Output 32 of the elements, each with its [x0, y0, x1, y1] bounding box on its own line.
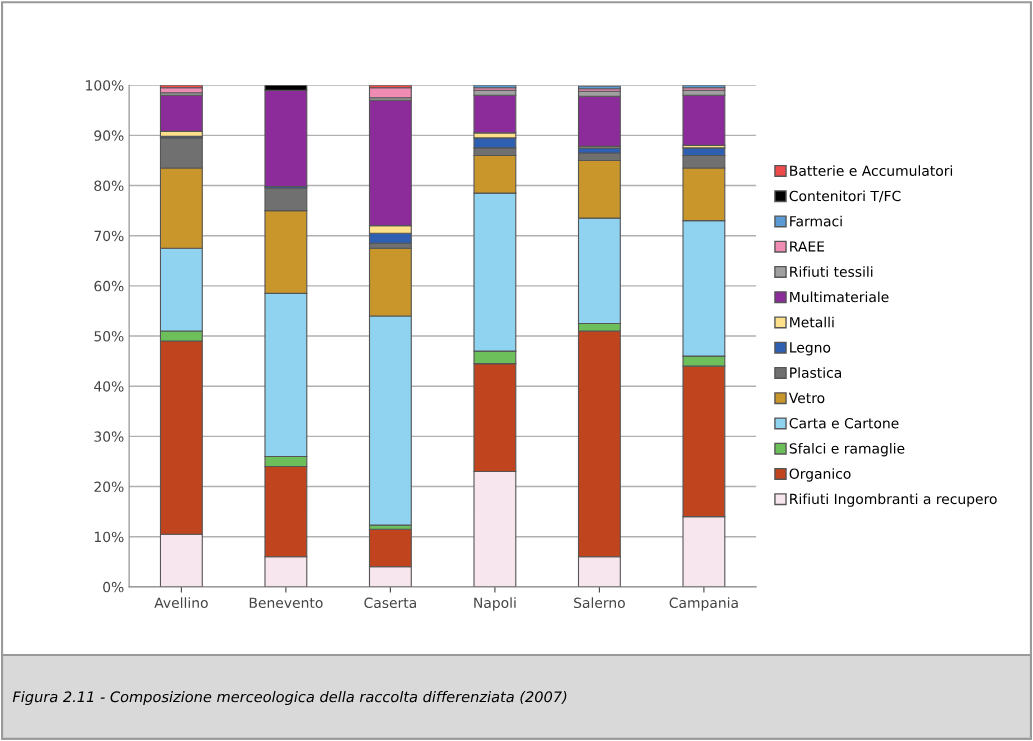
y-tick-label: 40% [94, 381, 124, 392]
legend-label: Contenitori T/FC [789, 190, 901, 203]
y-tick-label: 70% [94, 230, 124, 242]
x-tick-label: Napoli [474, 597, 516, 611]
y-tick-label: 90% [94, 130, 124, 141]
y-tick-label: 0% [103, 581, 124, 593]
legend-label: RAEE [790, 241, 825, 252]
x-tick-label: Benevento [249, 597, 323, 609]
legend-label: Rifiuti Ingombranti a recupero [790, 493, 997, 507]
legend-label: Legno [790, 342, 831, 356]
y-tick-label: 100% [86, 80, 124, 91]
legend-label: Rifiuti tessili [790, 266, 873, 277]
x-tick-label: Avellino [154, 597, 208, 609]
y-tick-label: 20% [94, 481, 124, 493]
legend-label: Farmaci [790, 215, 842, 227]
legend-label: Plastica [790, 367, 841, 378]
legend-label: Metalli [790, 316, 834, 328]
y-tick-label: 30% [94, 431, 124, 442]
legend-label: Carta e Cartone [789, 417, 899, 429]
x-tick-label: Campania [669, 597, 738, 611]
x-tick-label: Caserta [364, 597, 416, 609]
legend-label: Organico [789, 468, 851, 482]
x-tick-label: Salerno [574, 597, 625, 609]
legend-label: Vetro [788, 392, 825, 404]
y-tick-label: 80% [94, 180, 124, 192]
y-tick-label: 50% [94, 331, 124, 342]
text: Figura 2.11 - Composizione merceologica della raccolta differenziata (2007) [12, 690, 567, 706]
y-tick-label: 10% [94, 531, 124, 543]
legend-label: Sfalci e ramaglie [789, 442, 905, 457]
y-tick-label: 60% [94, 280, 124, 292]
legend-label: Batterie e Accumulatori [790, 165, 953, 176]
legend-label: Multimateriale [790, 291, 889, 303]
